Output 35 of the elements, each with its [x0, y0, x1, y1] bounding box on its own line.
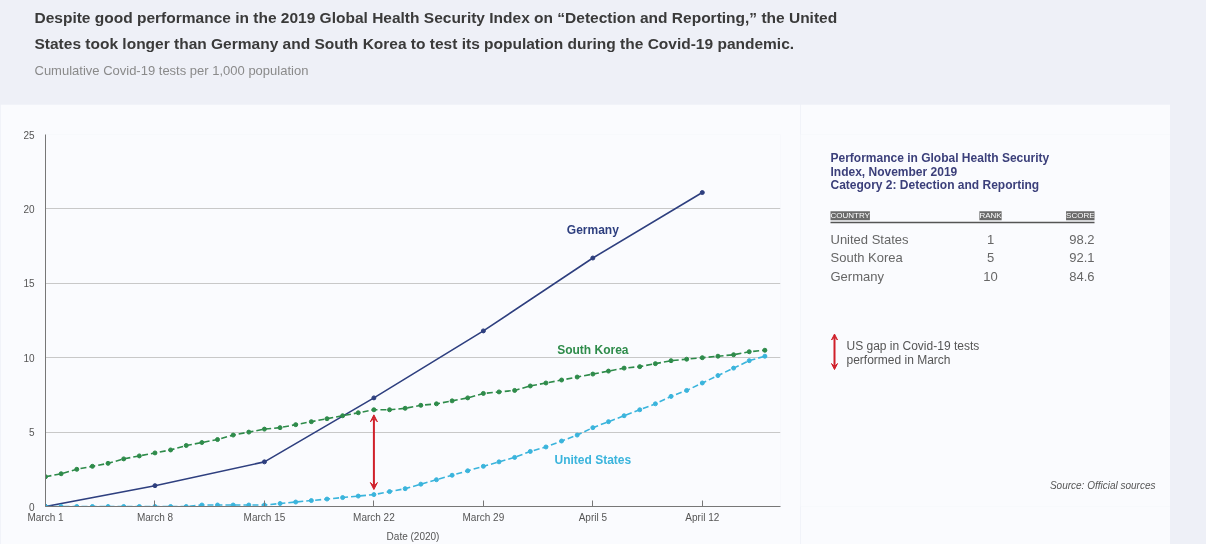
y-tick-label: 10: [23, 352, 35, 364]
series-label: RANK: [979, 211, 1003, 221]
x-tick-label: March 29: [462, 511, 505, 523]
chart-subtitle: Cumulative Covid-19 tests per 1,000 population: [34, 62, 309, 78]
x-axis-title: Date (2020): [386, 530, 440, 542]
text: US gap in Covid-19 tests performed in March: [846, 339, 980, 368]
series-label: Germany: [566, 223, 620, 237]
series-label: United States: [554, 452, 632, 467]
series-label: South Korea: [557, 343, 629, 358]
x-tick-label: April 12: [685, 511, 720, 523]
chart-title: Despite good performance in the 2019 Global Health Security Index on “Detection and Reporting,” the United States took longer than Germany and South Korea to test its population during the Covid-19 pandemic.: [34, 8, 838, 52]
text: Category 2: Detection and Reporting: [830, 178, 1040, 193]
x-tick-label: March 15: [243, 511, 286, 523]
data-label: 1: [986, 231, 995, 247]
x-tick-label: March 8: [136, 511, 174, 523]
data-label: 10: [983, 269, 998, 285]
text: COUNTRY: [830, 211, 871, 221]
data-label: 92.1: [1069, 250, 1095, 266]
category-label: United States: [830, 231, 910, 247]
y-tick-label: 5: [28, 427, 35, 439]
x-tick-label: March 22: [353, 511, 396, 523]
x-tick-label: April 5: [578, 511, 608, 523]
category-label: Germany: [830, 269, 885, 285]
y-tick-label: 20: [23, 203, 35, 215]
y-tick-label: 0: [28, 501, 35, 513]
x-tick-label: March 1: [27, 511, 64, 523]
source-note: Source: Official sources: [1049, 480, 1156, 492]
data-label: 98.2: [1069, 231, 1095, 247]
data-label: 5: [986, 250, 995, 266]
category-label: South Korea: [830, 250, 904, 266]
y-tick-label: 25: [23, 129, 35, 141]
text: Performance in Global Health Security Index, November 2019: [830, 151, 1050, 179]
text: SCORE: [1066, 211, 1095, 221]
y-tick-label: 15: [23, 278, 35, 290]
data-label: 84.6: [1069, 269, 1095, 285]
